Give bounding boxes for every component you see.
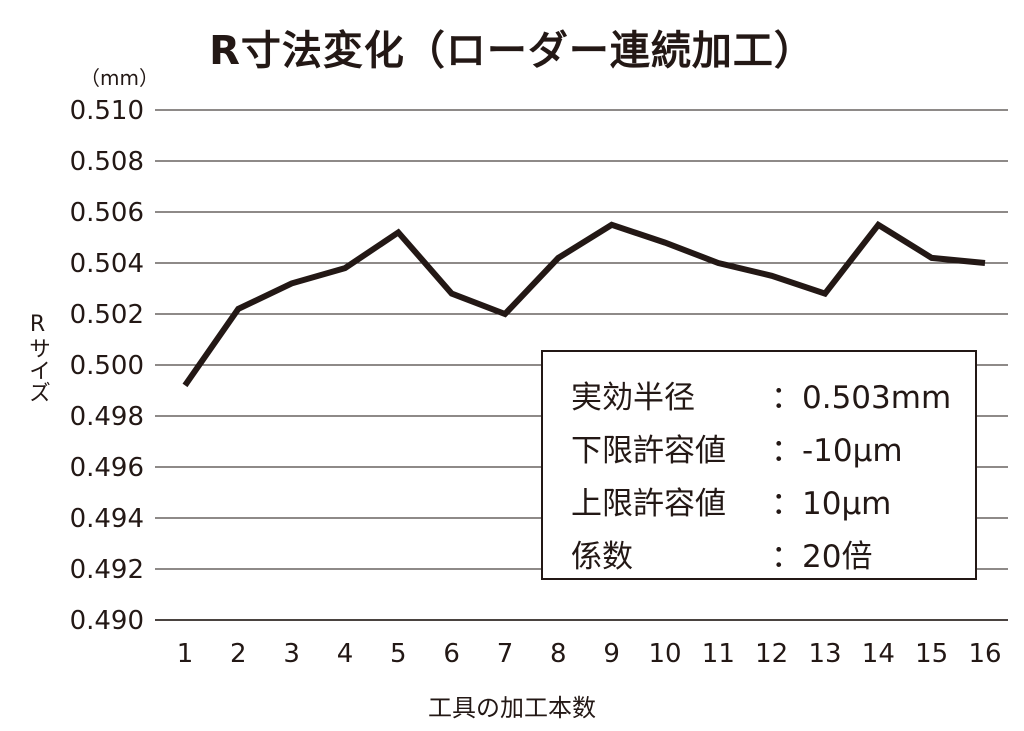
x-tick-label: 15 xyxy=(915,639,948,669)
x-tick-label: 12 xyxy=(755,639,788,669)
y-tick-label: 0.492 xyxy=(70,555,144,585)
x-tick-label: 7 xyxy=(497,639,514,669)
info-label: 実効半径 xyxy=(571,380,695,416)
x-tick-label: 11 xyxy=(702,639,735,669)
info-value: ：-10μm xyxy=(771,433,903,469)
x-tick-label: 1 xyxy=(177,639,194,669)
y-tick-label: 0.498 xyxy=(70,402,144,432)
series-line xyxy=(182,220,986,388)
info-label: 下限許容値 xyxy=(571,433,726,469)
y-tick-label: 0.506 xyxy=(70,198,144,228)
x-tick-label: 2 xyxy=(230,639,247,669)
x-tick-label: 9 xyxy=(603,639,620,669)
x-tick-label: 4 xyxy=(337,639,354,669)
y-tick-label: 0.504 xyxy=(70,249,144,279)
y-tick-label: 0.510 xyxy=(70,96,144,126)
info-row-coefficient: 係数 ：20倍 xyxy=(571,527,975,580)
x-tick-label: 5 xyxy=(390,639,407,669)
y-tick-label: 0.508 xyxy=(70,147,144,177)
y-tick-labels: 0.510 0.508 0.506 0.504 0.502 0.500 0.498 0.496… xyxy=(70,96,144,636)
info-row-upper-tolerance: 上限許容値 ：10μm xyxy=(571,474,975,527)
info-value: ：20倍 xyxy=(771,539,873,575)
x-tick-label: 14 xyxy=(862,639,895,669)
info-value: ：10μm xyxy=(771,486,892,522)
chart-title: R寸法変化（ローダー連続加工） xyxy=(209,28,815,74)
x-tick-label: 16 xyxy=(968,639,1001,669)
info-row-effective-radius: 実効半径 ：0.503mm xyxy=(571,368,975,421)
info-box: 実効半径 ：0.503mm 下限許容値 ：-10μm 上限許容値 ：10μm 係… xyxy=(541,350,977,580)
y-axis-label: Rサイズ xyxy=(25,312,50,403)
y-tick-label: 0.500 xyxy=(70,351,144,381)
y-axis-unit: （mm） xyxy=(80,66,159,90)
x-tick-label: 3 xyxy=(283,639,300,669)
info-label: 係数 xyxy=(571,539,633,575)
info-label: 上限許容値 xyxy=(571,486,726,522)
x-axis-label: 工具の加工本数 xyxy=(428,694,596,722)
y-tick-label: 0.496 xyxy=(70,453,144,483)
y-tick-label: 0.502 xyxy=(70,300,144,330)
x-tick-label: 8 xyxy=(550,639,567,669)
info-value: ：0.503mm xyxy=(771,380,952,416)
y-tick-label: 0.494 xyxy=(70,504,144,534)
y-tick-label: 0.490 xyxy=(70,606,144,636)
info-row-lower-tolerance: 下限許容値 ：-10μm xyxy=(571,421,975,474)
x-tick-label: 13 xyxy=(808,639,841,669)
x-tick-labels: 1 2 3 4 5 6 7 8 9 10 11 12 13 14 15 16 xyxy=(177,639,1002,669)
x-tick-label: 10 xyxy=(648,639,681,669)
x-tick-label: 6 xyxy=(443,639,460,669)
